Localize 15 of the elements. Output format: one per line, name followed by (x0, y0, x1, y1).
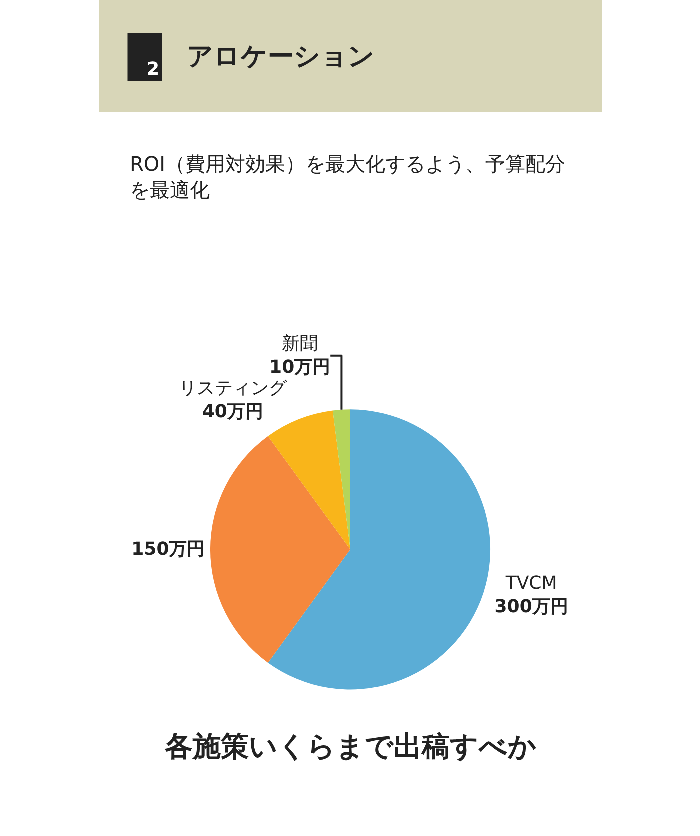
data-label: 40万円 (202, 401, 264, 422)
pie-slice (268, 410, 491, 690)
data-label: 150万円 (132, 539, 206, 560)
data-label: 10万円 (270, 357, 331, 378)
text: 各施策いくらまで出稿すべか (164, 730, 537, 763)
chart-title: アロケーション (187, 42, 375, 72)
pie-slice (268, 410, 350, 550)
slice-label: リスティング (178, 378, 288, 400)
pie-slice (210, 436, 350, 663)
chart-subtitle: ROI（費用対効果）を最大化するよう、予算配分を最適化 (130, 152, 566, 202)
text: 2 (147, 59, 160, 80)
data-label: 300万円 (494, 596, 568, 618)
pie-slice (332, 410, 350, 550)
slice-label: 新聞 (282, 334, 318, 355)
slice-label: TVCM (504, 572, 558, 594)
